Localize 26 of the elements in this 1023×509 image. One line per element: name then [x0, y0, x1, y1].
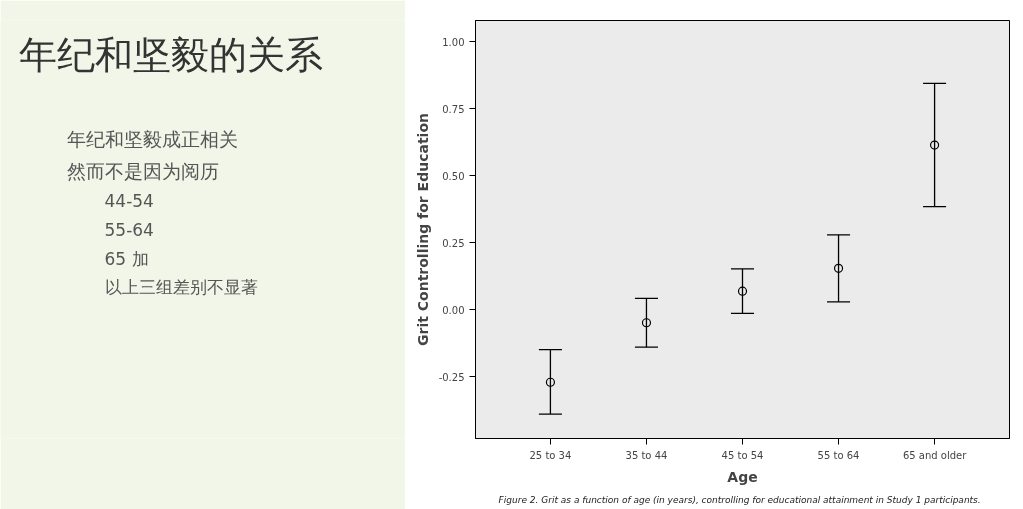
text: 年纪和坚毅成正相关	[66, 127, 238, 150]
x-tick-label: 35 to 44	[625, 449, 668, 461]
point	[641, 318, 652, 328]
y-tick-label: 1.00	[442, 36, 465, 48]
text: 年纪和坚毅的关系	[18, 32, 323, 77]
text: 以上三组差别不显著	[104, 277, 258, 298]
point	[545, 377, 556, 387]
caption: Figure 2. Grit as a function of age (in years), controlling for educational attainment in Study 1 participants.	[498, 494, 981, 505]
x-tick-label: 45 to 54	[721, 449, 764, 461]
y-tick-label: 0.25	[442, 237, 465, 249]
x-tick-label: 65 and older	[902, 449, 968, 461]
text: 55-64	[104, 219, 154, 240]
point	[929, 140, 940, 150]
y-tick-label: 0.50	[442, 170, 465, 182]
point	[737, 286, 748, 296]
x-tick-label: 55 to 64	[817, 449, 860, 461]
text: 44-54	[104, 190, 154, 211]
y-axis-title: Grit Controlling for Education	[414, 113, 431, 346]
text: 然而不是因为阅历	[66, 159, 219, 182]
text: 65 加	[104, 248, 149, 269]
x-tick-label: 25 to 34	[529, 449, 572, 461]
x-axis-title: Age	[727, 468, 758, 485]
y-tick-label: -0.25	[438, 371, 465, 383]
point	[833, 263, 844, 273]
y-tick-label: 0.00	[442, 304, 465, 316]
y-tick-label: 0.75	[442, 103, 465, 115]
